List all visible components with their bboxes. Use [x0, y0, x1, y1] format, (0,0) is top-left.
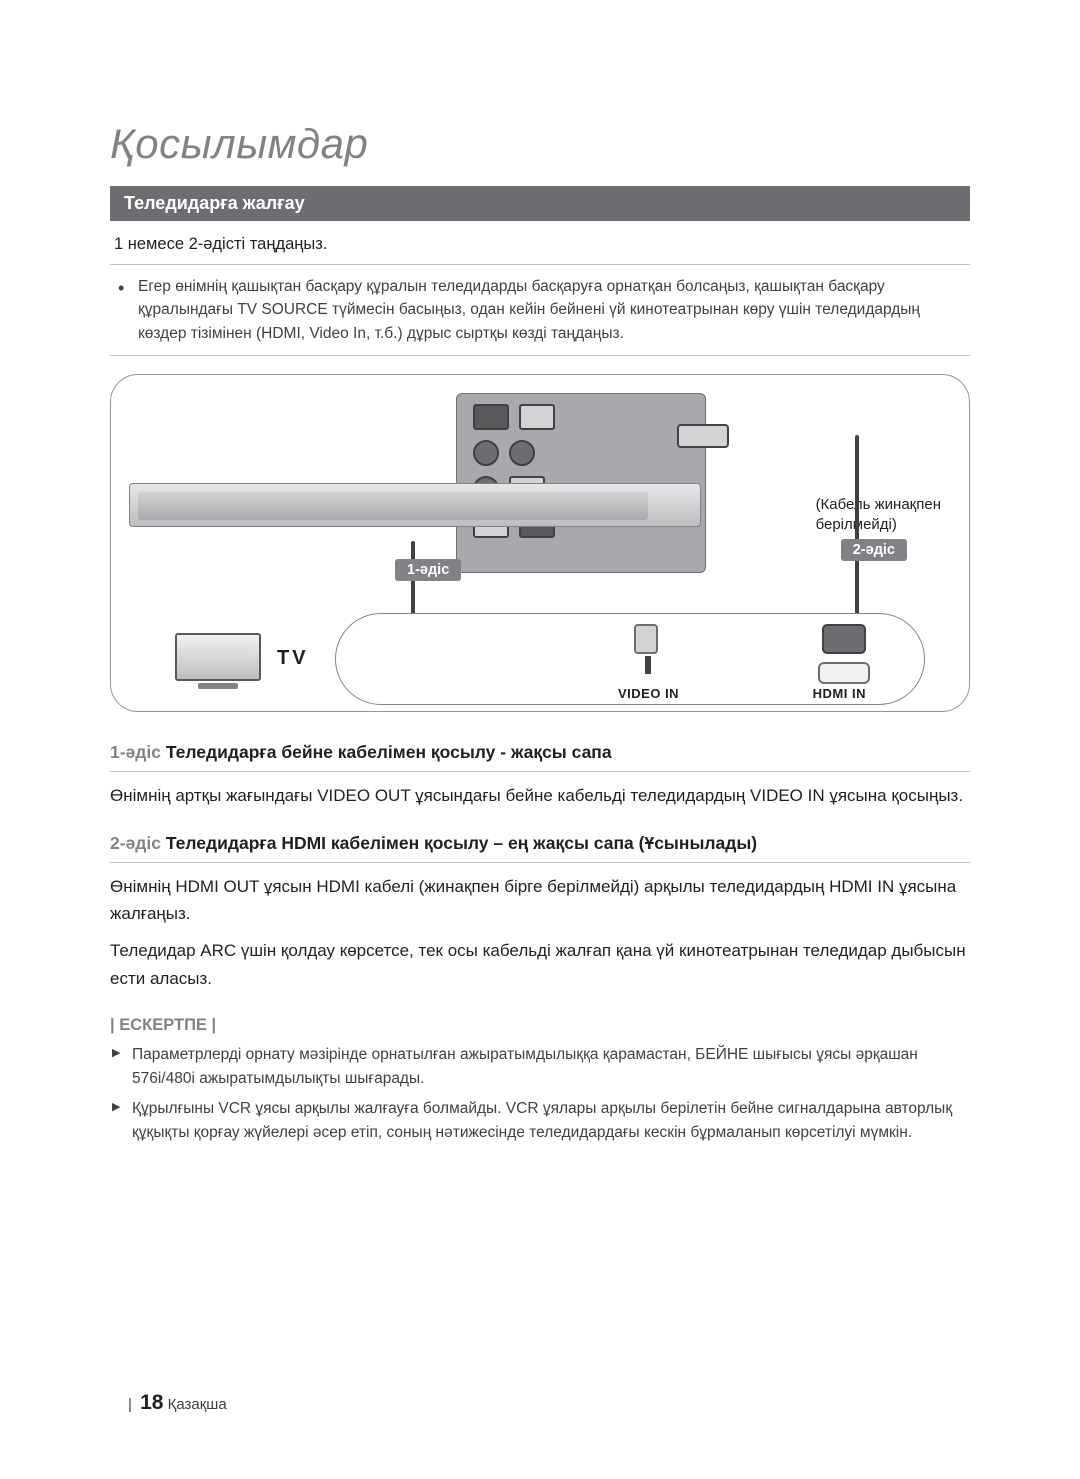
hdmi-plug-icon: [822, 624, 866, 654]
method1-header: 1-әдіс Теледидарға бейне кабелімен қосыл…: [110, 742, 970, 772]
intro-text: 1 немесе 2-әдісті таңдаңыз.: [114, 235, 970, 254]
port-icon: [509, 440, 535, 466]
method1-body: Өнімнің артқы жағындағы VIDEO OUT ұясынд…: [110, 782, 970, 809]
method2-title: Теледидарға HDMI кабелімен қосылу – ең ж…: [161, 833, 757, 853]
cable-note-line1: (Кабель жинақпен: [816, 496, 941, 513]
note-label: | ЕСКЕРТПЕ |: [110, 1016, 970, 1035]
method2-num: 2-әдіс: [110, 833, 161, 853]
note-list: Параметрлерді орнату мәзірінде орнатылға…: [110, 1043, 970, 1145]
method2-section: 2-әдіс Теледидарға HDMI кабелімен қосылу…: [110, 833, 970, 992]
tv-ports-bubble: VIDEO IN HDMI IN: [335, 613, 925, 705]
method2-body-p2: Теледидар ARC үшін қолдау көрсетсе, тек …: [110, 937, 970, 991]
method2-body-p1: Өнімнің HDMI OUT ұясын HDMI кабелі (жина…: [110, 873, 970, 927]
connection-diagram: (Кабель жинақпен берілмейді) 1-әдіс 2-әд…: [110, 374, 970, 712]
tv-area: TV VIDEO IN HDMI IN: [175, 593, 875, 693]
hdmi-in-label: HDMI IN: [813, 686, 866, 701]
method1-num: 1-әдіс: [110, 742, 161, 762]
video-in-label: VIDEO IN: [618, 686, 679, 701]
section-heading: Теледидарға жалғау: [110, 186, 970, 221]
port-icon: [473, 440, 499, 466]
page-footer: | 18 Қазақша: [124, 1391, 227, 1415]
note-item: Құрылғыны VCR ұясы арқылы жалғауға болма…: [132, 1097, 970, 1145]
hdmi-port-icon: [677, 424, 729, 448]
video-plug-icon: [634, 624, 658, 654]
soundbar-icon: [129, 483, 701, 527]
page-number: 18: [140, 1391, 163, 1414]
port-icon: [473, 404, 509, 430]
note-item: Параметрлерді орнату мәзірінде орнатылға…: [132, 1043, 970, 1091]
tv-label: TV: [277, 647, 309, 670]
port-icon: [519, 404, 555, 430]
method1-tag: 1-әдіс: [395, 559, 461, 581]
method1-section: 1-әдіс Теледидарға бейне кабелімен қосыл…: [110, 742, 970, 809]
hdmi-socket-icon: [818, 662, 870, 684]
method1-title: Теледидарға бейне кабелімен қосылу - жақ…: [161, 742, 612, 762]
chapter-title: Қосылымдар: [110, 120, 970, 168]
footer-lang: Қазақша: [168, 1396, 227, 1413]
cable-note: (Кабель жинақпен берілмейді): [816, 495, 941, 536]
tv-icon: [175, 633, 261, 691]
tip-item: Егер өнімнің қашықтан басқару құралын те…: [138, 275, 966, 345]
method2-tag: 2-әдіс: [841, 539, 907, 561]
tip-box: Егер өнімнің қашықтан басқару құралын те…: [110, 264, 970, 356]
method2-header: 2-әдіс Теледидарға HDMI кабелімен қосылу…: [110, 833, 970, 863]
